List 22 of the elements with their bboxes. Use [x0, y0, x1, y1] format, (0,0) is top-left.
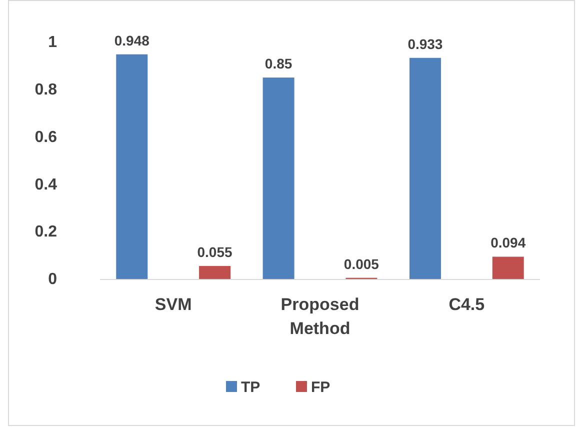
- y-tick-label: 0.2: [34, 224, 58, 241]
- bar: [409, 58, 441, 279]
- bar: [262, 78, 294, 279]
- data-label: 0.055: [197, 244, 233, 260]
- y-tick-label: 0.4: [34, 176, 58, 194]
- data-label: 0.85: [264, 56, 292, 72]
- y-tick-label: 1: [48, 34, 58, 52]
- bar: [492, 256, 524, 279]
- legend-label: TP: [241, 379, 260, 396]
- y-tick-label: 0: [48, 271, 58, 288]
- x-tick-label: Proposed Method: [280, 295, 360, 338]
- x-tick-label: SVM: [154, 295, 192, 314]
- y-tick-label: 0.8: [34, 82, 58, 99]
- legend-label: FP: [311, 379, 330, 396]
- y-tick-label: 0.6: [34, 128, 58, 146]
- data-label: 0.933: [408, 36, 443, 52]
- data-label: 0.094: [490, 234, 526, 251]
- x-tick-label: C4.5: [448, 295, 485, 314]
- data-label: 0.005: [344, 256, 380, 272]
- bar: [199, 266, 231, 279]
- bar: [116, 54, 148, 279]
- data-label: 0.948: [114, 32, 150, 48]
